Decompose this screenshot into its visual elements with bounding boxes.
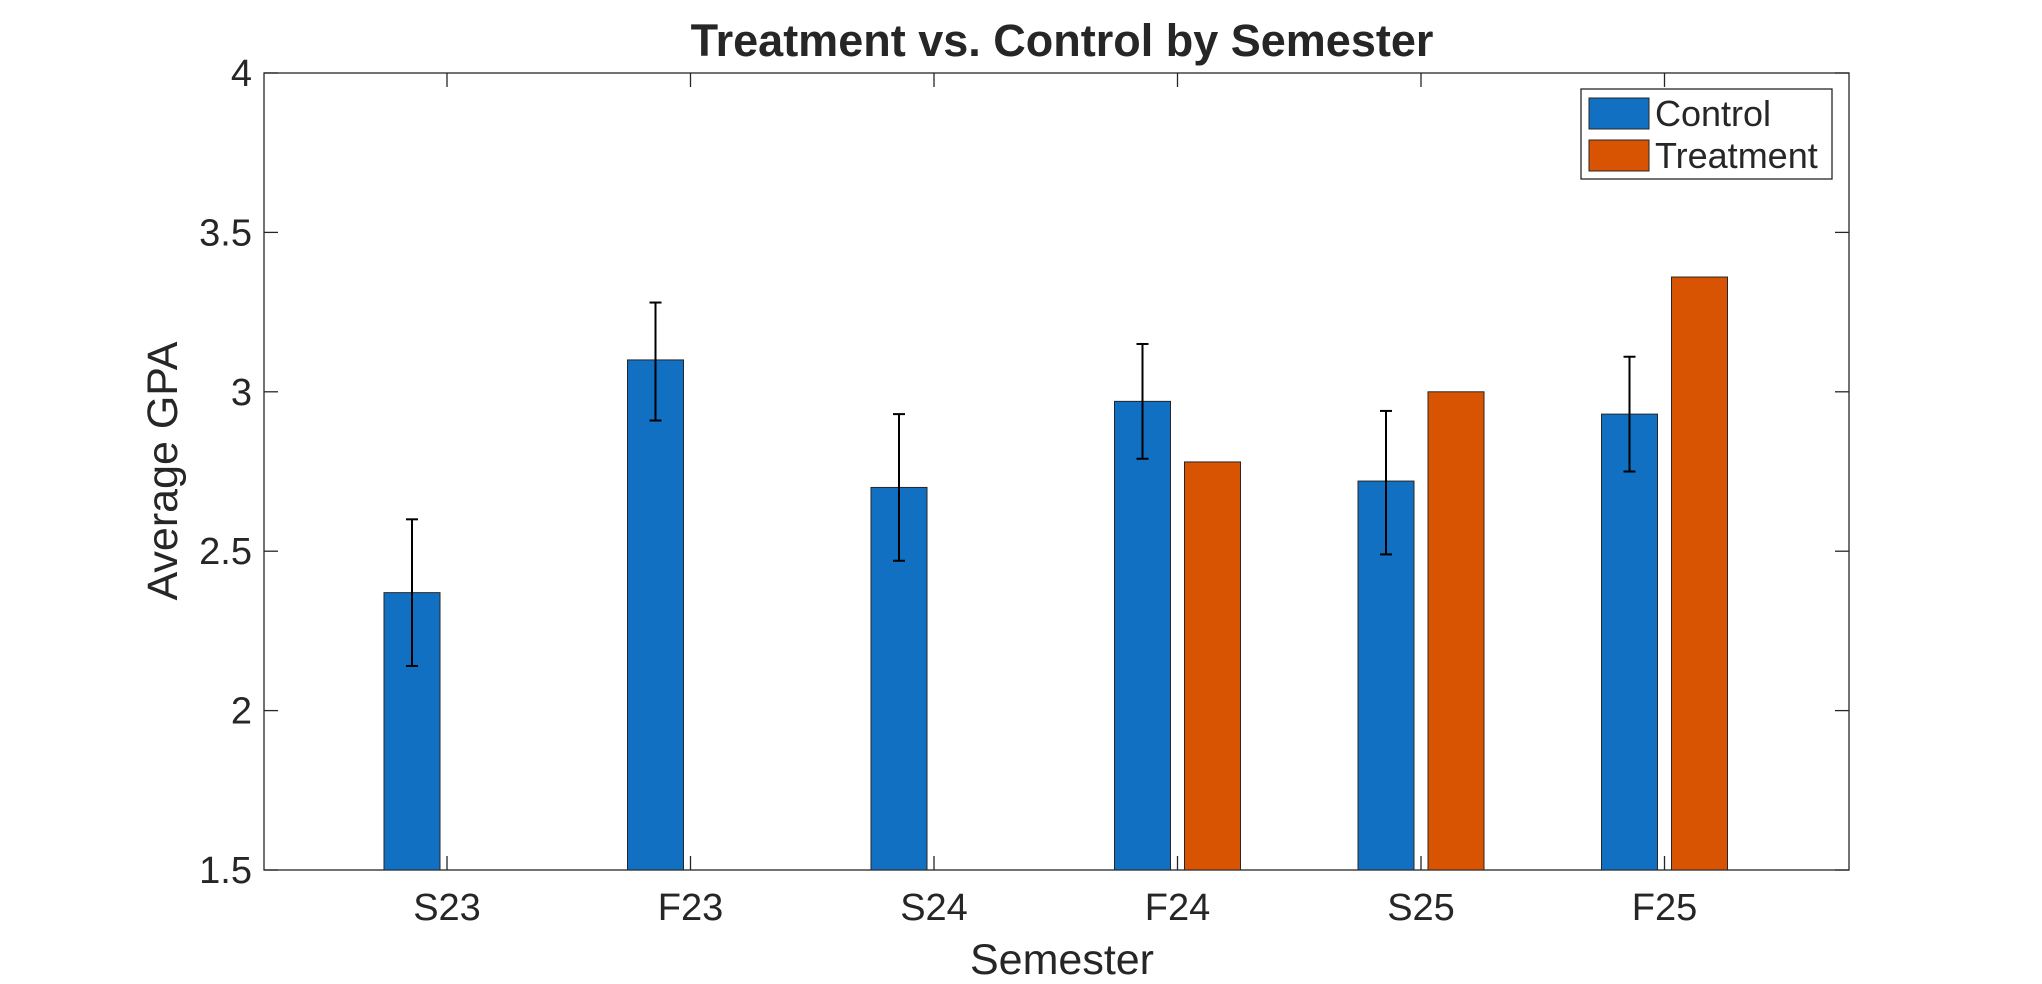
error-bar-s24	[893, 413, 905, 562]
legend-swatch-control	[1588, 97, 1650, 130]
y-tick-label: 4	[231, 53, 252, 95]
legend: Control Treatment	[1580, 88, 1833, 180]
chart-title: Treatment vs. Control by Semester	[691, 15, 1434, 66]
bar-control-f23	[627, 359, 684, 871]
plot-area	[263, 72, 1850, 871]
bar-control-f24	[1114, 400, 1171, 871]
bar-treatment-s25	[1427, 391, 1485, 871]
y-tick-label: 1.5	[199, 850, 252, 892]
bar-control-s25	[1357, 480, 1415, 871]
y-tick-label: 2	[231, 691, 252, 733]
x-tick-label-s25: S25	[1387, 887, 1455, 929]
bar-control-f25	[1601, 413, 1658, 871]
legend-swatch-treatment	[1588, 139, 1650, 172]
bars-layer	[383, 276, 1728, 871]
bar-treatment-f25	[1671, 276, 1728, 871]
x-axis-label: Semester	[970, 936, 1154, 984]
error-bar-f24	[1136, 342, 1149, 460]
x-tick-label-f23: F23	[658, 887, 723, 929]
x-tick-label-f25: F25	[1632, 887, 1697, 929]
error-bar-s25	[1380, 409, 1392, 556]
y-tick-label: 2.5	[199, 531, 252, 573]
y-axis-label: Average GPA	[139, 341, 187, 600]
x-tick-label-s24: S24	[900, 887, 968, 929]
x-tick-label-s23: S23	[413, 887, 481, 929]
error-bars-layer	[406, 301, 1636, 667]
bar-treatment-f24	[1184, 461, 1241, 871]
legend-label-control: Control	[1655, 93, 1771, 134]
error-bar-s23	[406, 518, 418, 667]
y-tick-label: 3	[231, 372, 252, 414]
error-bar-f25	[1623, 355, 1636, 473]
error-bar-f23	[649, 301, 662, 422]
legend-label-treatment: Treatment	[1655, 135, 1818, 176]
x-tick-label-f24: F24	[1145, 887, 1210, 929]
ticks-layer: 1.5 2 2.5 3 3.5 4 S23 F23 S24 F24 S25 F25	[199, 53, 1849, 929]
y-tick-label: 3.5	[199, 212, 252, 254]
